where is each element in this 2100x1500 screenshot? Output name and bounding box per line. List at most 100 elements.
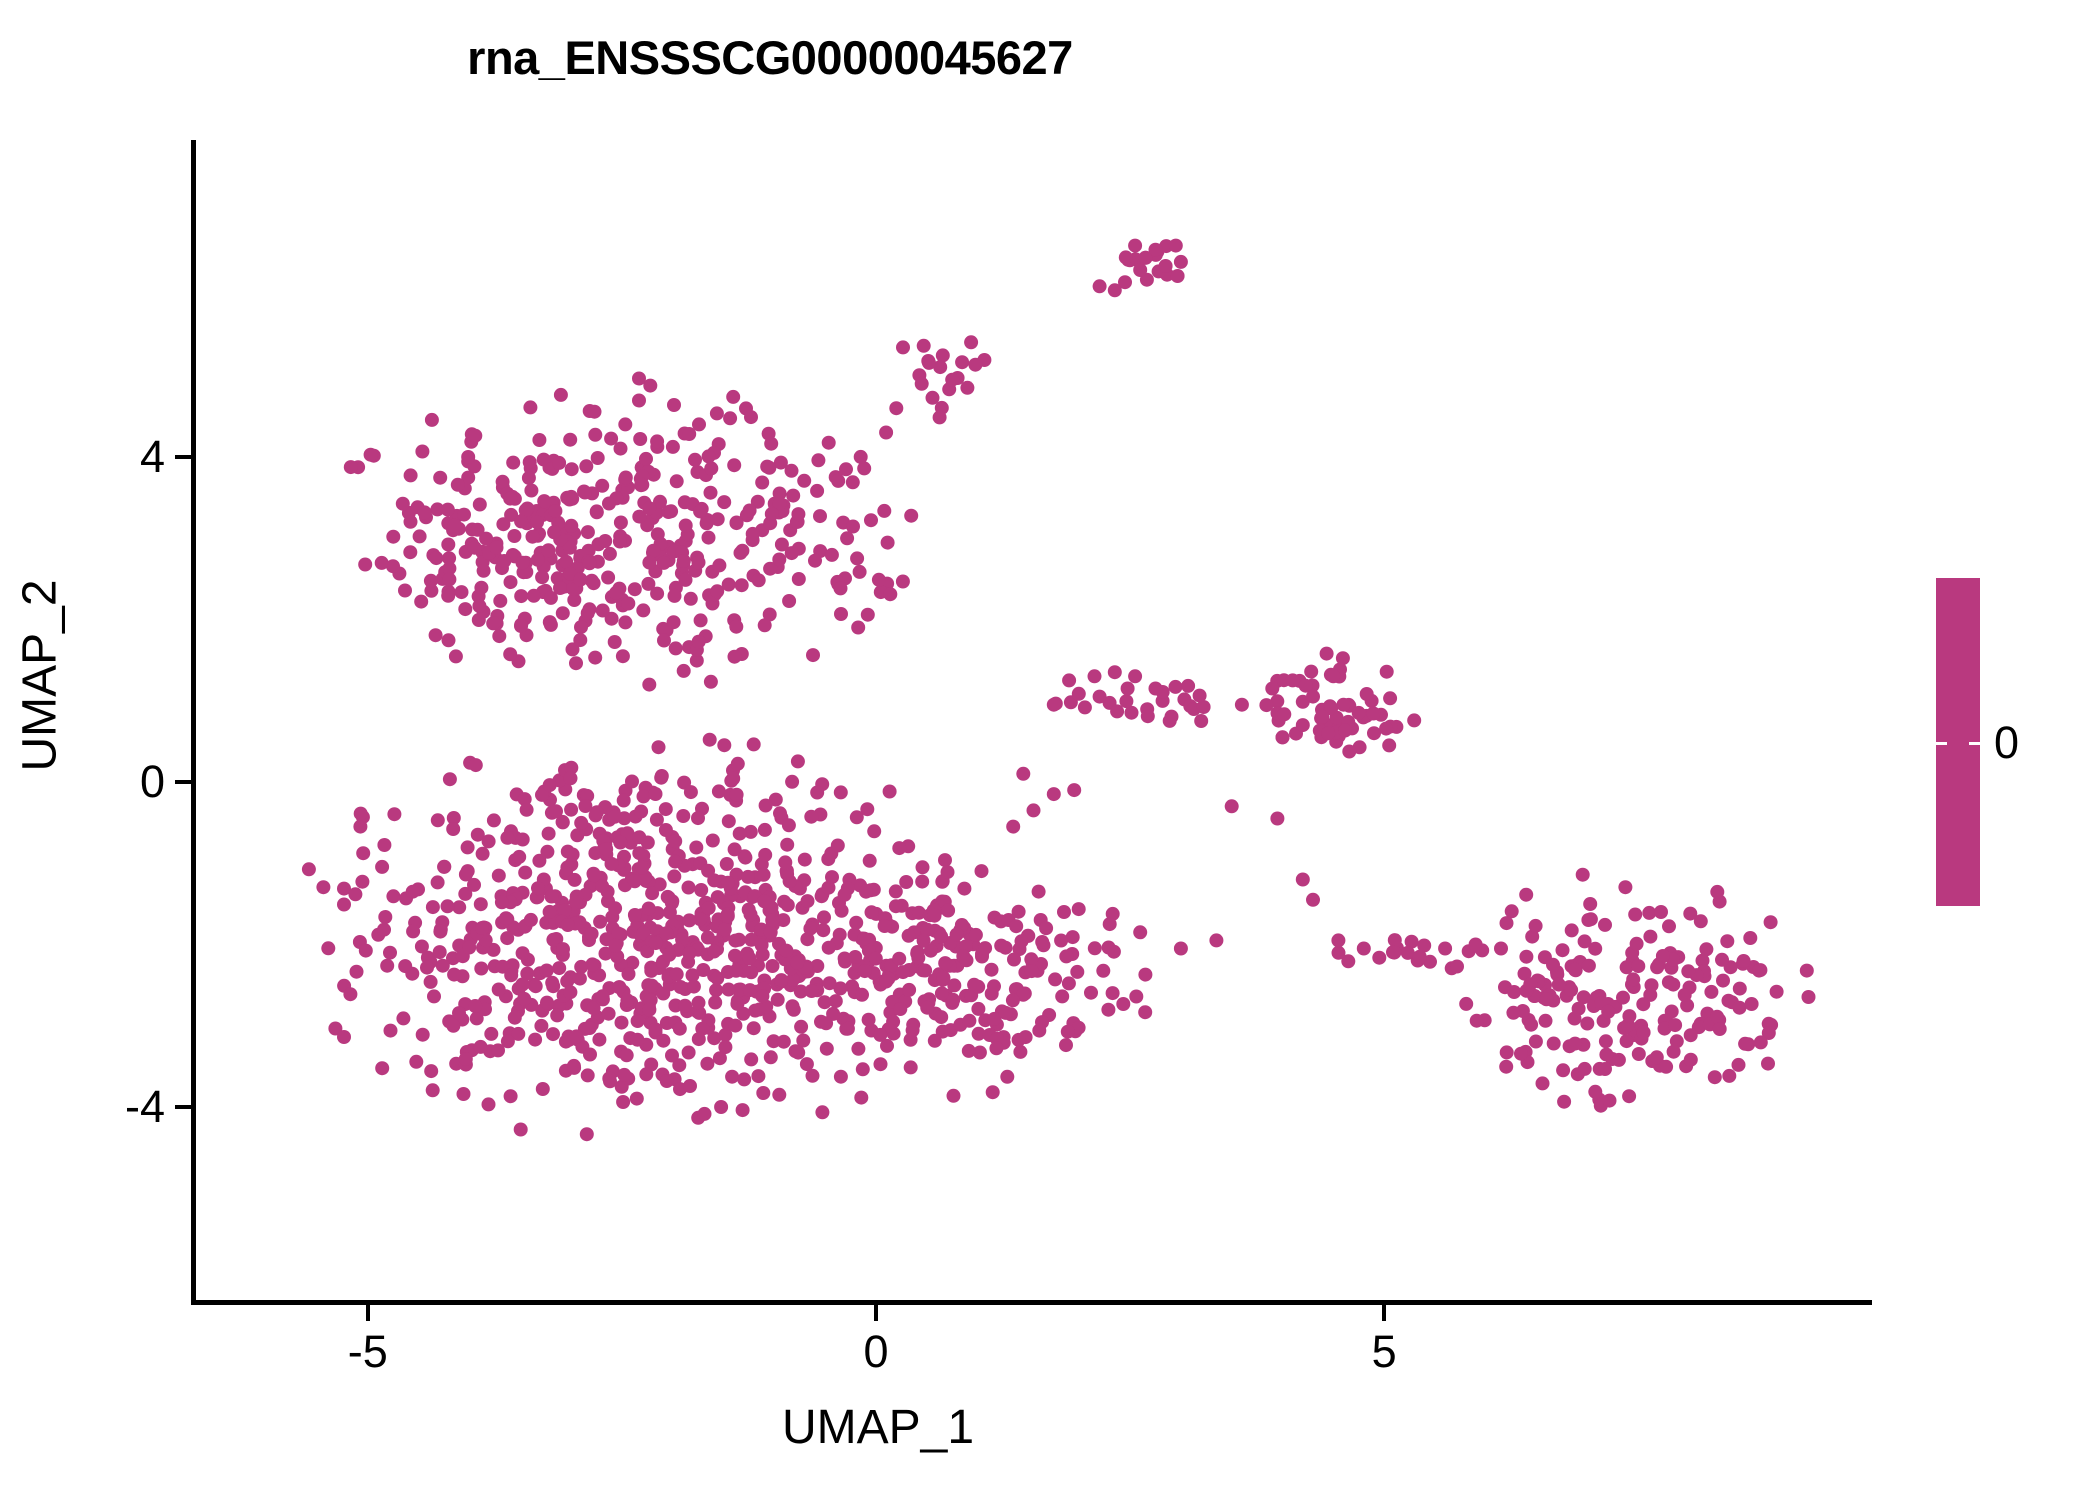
scatter-point <box>316 880 331 895</box>
scatter-point <box>1148 242 1163 257</box>
scatter-point <box>514 619 528 633</box>
scatter-point <box>791 507 806 522</box>
scatter-point <box>691 811 705 826</box>
scatter-point <box>784 546 799 561</box>
scatter-point <box>840 531 855 546</box>
scatter-point <box>682 946 697 961</box>
scatter-point <box>791 572 806 586</box>
scatter-point <box>717 738 732 753</box>
scatter-point <box>786 488 801 503</box>
scatter-point <box>1387 945 1402 960</box>
scatter-point <box>1588 941 1603 956</box>
scatter-point <box>701 863 716 878</box>
scatter-point <box>729 619 744 634</box>
scatter-point <box>882 784 897 799</box>
scatter-point <box>932 410 947 425</box>
scatter-point <box>889 401 904 416</box>
scatter-point <box>855 987 869 1002</box>
scatter-point <box>927 908 942 923</box>
scatter-point <box>625 774 639 789</box>
scatter-point <box>1298 678 1313 693</box>
scatter-point <box>653 494 667 509</box>
scatter-point <box>1506 1005 1521 1020</box>
scatter-point <box>621 596 636 611</box>
scatter-point <box>1568 1036 1583 1051</box>
scatter-point <box>1546 957 1560 972</box>
scatter-point <box>938 956 953 971</box>
scatter-point <box>598 946 613 961</box>
scatter-point <box>772 1087 787 1102</box>
scatter-point <box>585 957 600 972</box>
scatter-point <box>620 993 635 1008</box>
y-tick-label: -4 <box>124 1080 165 1132</box>
scatter-point <box>481 834 496 849</box>
scatter-point <box>539 963 554 978</box>
scatter-point <box>636 926 651 941</box>
scatter-point <box>691 555 706 570</box>
scatter-point <box>707 944 722 959</box>
scatter-point <box>542 778 557 793</box>
scatter-point <box>1209 933 1224 948</box>
scatter-point <box>853 449 868 464</box>
scatter-point <box>720 909 735 924</box>
scatter-point <box>429 551 444 566</box>
scatter-point <box>1619 960 1634 975</box>
scatter-point <box>1128 669 1143 684</box>
scatter-point <box>868 951 883 966</box>
scatter-point <box>1315 709 1330 724</box>
scatter-point <box>1400 945 1415 960</box>
scatter-point <box>972 1045 987 1060</box>
scatter-point <box>423 974 438 989</box>
scatter-point <box>621 967 636 981</box>
scatter-point <box>383 945 397 960</box>
scatter-point <box>1319 646 1334 661</box>
scatter-point <box>774 537 789 552</box>
scatter-point <box>685 968 700 983</box>
scatter-point <box>607 635 622 649</box>
scatter-point <box>415 444 430 459</box>
scatter-point <box>772 496 787 511</box>
scatter-point <box>337 897 351 912</box>
scatter-point <box>378 910 393 924</box>
scatter-point <box>791 1045 806 1060</box>
scatter-point <box>916 933 931 948</box>
scatter-point <box>1732 1000 1747 1015</box>
scatter-point <box>751 1069 766 1084</box>
scatter-point <box>1013 1044 1028 1059</box>
scatter-point <box>947 978 962 993</box>
scatter-point <box>450 477 465 492</box>
scatter-point <box>1295 718 1310 733</box>
scatter-point <box>726 771 741 786</box>
scatter-point <box>507 529 522 543</box>
scatter-point <box>1331 945 1346 960</box>
scatter-point <box>1265 681 1280 696</box>
scatter-point <box>989 1041 1004 1056</box>
scatter-point <box>1704 984 1719 999</box>
scatter-point <box>864 513 878 528</box>
scatter-point <box>446 811 461 825</box>
scatter-point <box>406 924 421 939</box>
scatter-point <box>721 814 736 829</box>
scatter-point <box>1009 919 1024 934</box>
scatter-point <box>1170 269 1185 283</box>
scatter-point <box>415 1027 430 1042</box>
scatter-point <box>1341 954 1356 969</box>
scatter-point <box>536 452 551 467</box>
scatter-point <box>934 986 949 1001</box>
scatter-point <box>486 942 501 957</box>
scatter-point <box>1654 905 1668 919</box>
scatter-point <box>504 968 519 983</box>
scatter-point <box>387 807 402 822</box>
scatter-point <box>666 615 681 630</box>
scatter-point <box>386 529 401 544</box>
scatter-point <box>704 461 719 476</box>
scatter-point <box>1761 1056 1775 1071</box>
scatter-point <box>964 335 979 350</box>
scatter-point <box>1468 937 1483 952</box>
scatter-point <box>301 862 316 877</box>
scatter-point <box>1194 714 1209 728</box>
scatter-point <box>507 1010 522 1025</box>
scatter-point <box>1275 730 1290 745</box>
scatter-point <box>855 1062 870 1077</box>
scatter-point <box>857 964 872 979</box>
